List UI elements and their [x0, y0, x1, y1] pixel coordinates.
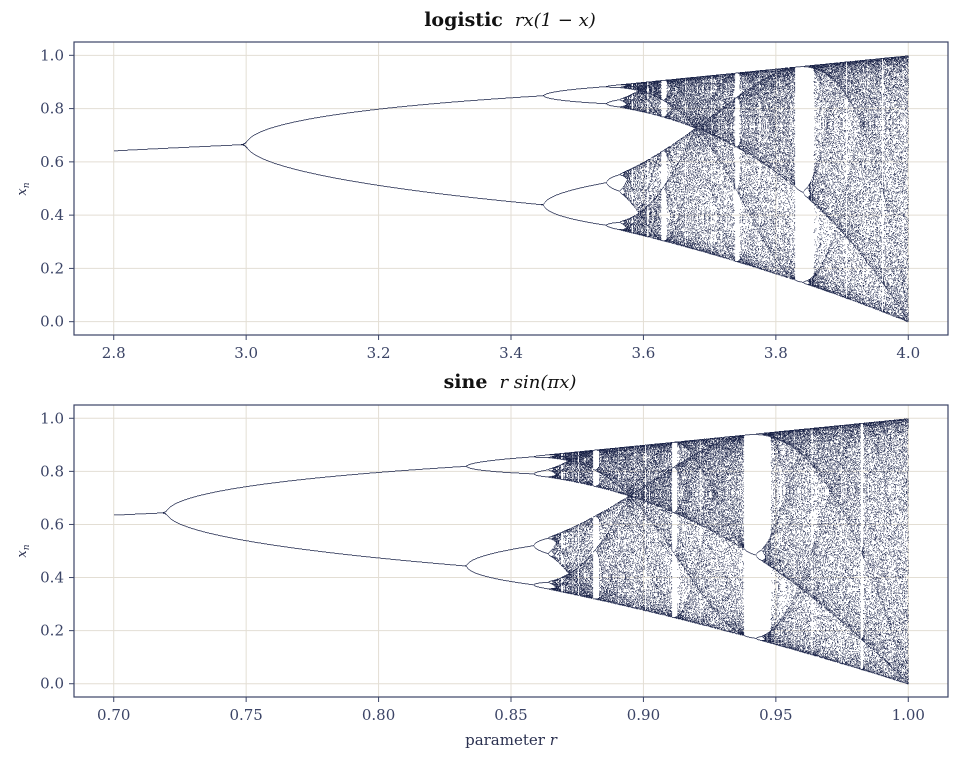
sine-xtick-label: 0.75	[229, 706, 262, 724]
sine-xtick-label: 0.85	[494, 706, 527, 724]
logistic-xtick-label: 3.4	[499, 344, 523, 362]
sine-xlabel-text: parameter	[465, 731, 546, 749]
sine-xtick-label: 0.95	[759, 706, 792, 724]
sine-ylabel-var: x	[15, 550, 30, 558]
logistic-ytick-label: 0.0	[40, 313, 64, 331]
sine-xtick-label: 1.00	[892, 706, 925, 724]
sine-panel: sine r sin(πx) 0.70 0.75 0.80 0.85 0.90 0.95 1…	[15, 371, 949, 749]
sine-title: sine r sin(πx)	[444, 371, 577, 393]
sine-ytick-label: 0.2	[40, 622, 64, 640]
sine-ticks: 0.70 0.75 0.80 0.85 0.90 0.95 1.00 0.0 0.2 0.4 0.6…	[40, 409, 925, 724]
logistic-title-name: logistic	[424, 9, 503, 31]
sine-xtick-label: 0.80	[362, 706, 395, 724]
sine-attractor-path	[114, 418, 909, 685]
sine-ytick-label: 0.8	[40, 462, 64, 480]
logistic-title: logistic rx(1 − x)	[424, 9, 596, 31]
sine-ytick-label: 0.4	[40, 569, 64, 587]
logistic-ytick-label: 0.8	[40, 100, 64, 118]
logistic-ytick-label: 0.2	[40, 259, 64, 277]
logistic-plot-frame	[73, 41, 949, 336]
logistic-ylabel-var: x	[15, 188, 30, 196]
sine-attractor-points	[114, 418, 909, 685]
logistic-attractor-path	[114, 55, 909, 323]
sine-xtick-label: 0.90	[627, 706, 660, 724]
logistic-ytick-label: 1.0	[40, 46, 64, 64]
logistic-xtick-label: 2.8	[102, 344, 126, 362]
logistic-ytick-label: 0.6	[40, 153, 64, 171]
logistic-y-axis-label: xn	[15, 182, 32, 195]
sine-ytick-label: 1.0	[40, 409, 64, 427]
sine-xlabel-var: r	[550, 731, 558, 749]
logistic-xtick-label: 4.0	[896, 344, 920, 362]
logistic-ytick-label: 0.4	[40, 206, 64, 224]
logistic-xtick-label: 3.0	[234, 344, 258, 362]
sine-ytick-label: 0.0	[40, 675, 64, 693]
logistic-ticks: 2.8 3.0 3.2 3.4 3.6 3.8 4.0 0.0 0.2 0.4 0.6 0.8 1.0	[40, 46, 920, 362]
sine-ylabel-sub: n	[22, 544, 32, 550]
sine-xtick-label: 0.70	[97, 706, 130, 724]
sine-plot-frame	[73, 404, 949, 698]
sine-ytick-label: 0.6	[40, 515, 64, 533]
logistic-panel: logistic rx(1 − x) 2.8 3.0 3.2 3.4 3.6 3.8 4.0…	[15, 9, 949, 362]
sine-title-formula: r sin(πx)	[499, 372, 576, 393]
logistic-xtick-label: 3.2	[367, 344, 391, 362]
logistic-xtick-label: 3.8	[764, 344, 788, 362]
sine-x-axis-label: parameter r	[465, 731, 558, 749]
logistic-attractor-points	[114, 55, 909, 323]
logistic-title-formula: rx(1 − x)	[515, 10, 596, 31]
logistic-xtick-label: 3.6	[631, 344, 655, 362]
sine-y-axis-label: xn	[15, 544, 32, 557]
sine-title-name: sine	[444, 371, 488, 393]
logistic-ylabel-sub: n	[22, 182, 32, 188]
